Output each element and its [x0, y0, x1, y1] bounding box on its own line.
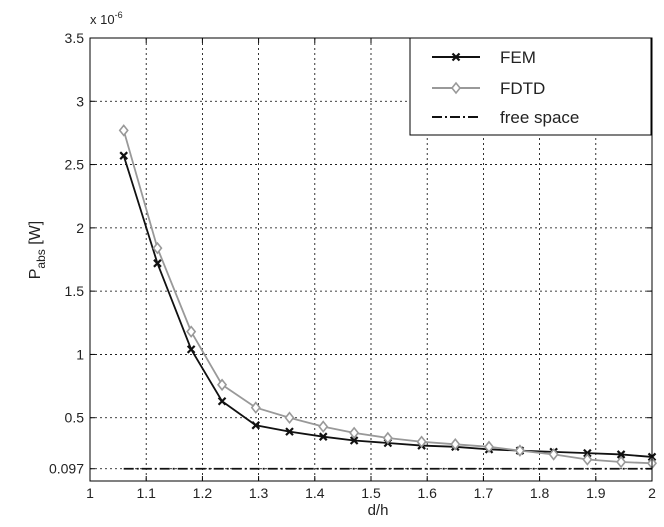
data-point-fdtd	[186, 325, 197, 338]
data-point-fdtd	[284, 411, 295, 424]
data-point-fem	[119, 151, 128, 160]
legend-marker-fem	[451, 52, 461, 62]
legend-marker-fdtd	[450, 81, 462, 95]
legend-marker-fem	[451, 52, 461, 62]
data-point-fem	[153, 259, 162, 268]
y-exponent-label: x 10-6	[90, 10, 123, 27]
data-point-fdtd	[118, 124, 129, 137]
legend: FEM FDTD free space	[409, 37, 652, 136]
x-tick-label: 1.2	[193, 485, 213, 501]
x-tick-label: 1.5	[361, 485, 381, 501]
data-point-fem	[285, 427, 294, 436]
x-tick-label: 1.6	[417, 485, 437, 501]
data-point-fem	[318, 432, 328, 441]
legend-label-fdtd: FDTD	[500, 79, 545, 98]
x-tick-label: 1.1	[136, 485, 156, 501]
data-point-fdtd	[382, 431, 393, 445]
series-fdtd	[118, 124, 658, 470]
data-series	[118, 124, 658, 470]
x-tick-label: 1.3	[249, 485, 269, 501]
x-tick-label: 1.8	[530, 485, 550, 501]
legend-label-free-space: free space	[500, 108, 579, 127]
data-point-fdtd	[483, 440, 495, 454]
data-point-fdtd	[450, 438, 461, 451]
data-point-fem	[186, 345, 196, 354]
x-tick-label: 1.9	[586, 485, 606, 501]
data-point-fem	[217, 396, 227, 406]
y-tick-label: 2.5	[65, 157, 85, 173]
data-point-fem	[349, 436, 359, 445]
legend-box	[409, 37, 652, 136]
y-axis-label: Pabs [W]	[27, 221, 48, 279]
data-point-fem	[616, 450, 626, 459]
data-point-fdtd	[217, 378, 228, 392]
data-point-fdtd	[582, 453, 593, 466]
data-point-fem	[251, 421, 261, 430]
y-tick-label: 3	[76, 93, 84, 109]
y-tick-label: 3.5	[65, 30, 85, 46]
y-tick-label: 2	[76, 220, 84, 236]
data-point-fdtd	[416, 435, 427, 449]
x-tick-label: 1.4	[305, 485, 325, 501]
x-tick-label: 1	[86, 485, 94, 501]
data-point-fdtd	[349, 426, 360, 440]
data-point-fdtd	[318, 420, 329, 433]
data-point-fdtd	[514, 444, 525, 457]
data-point-fdtd	[616, 455, 627, 469]
x-axis-label: d/h	[368, 502, 389, 519]
x-tick-label: 1.7	[474, 485, 494, 501]
data-point-fdtd	[548, 448, 559, 461]
y-tick-label: 0.097	[49, 461, 84, 477]
y-tick-label: 0.5	[65, 410, 85, 426]
data-point-fem	[583, 448, 592, 458]
y-axis-ticks: 0.097 0.5 1 1.5 2 2.5 3 3.5	[49, 30, 652, 477]
y-tick-label: 1.5	[65, 283, 85, 299]
x-tick-label: 2	[648, 485, 656, 501]
legend-marker-fdtd	[450, 81, 462, 95]
y-tick-label: 1	[76, 346, 84, 362]
data-point-fdtd	[152, 241, 163, 255]
data-point-fdtd	[250, 401, 261, 414]
legend-label-fem: FEM	[500, 48, 536, 67]
